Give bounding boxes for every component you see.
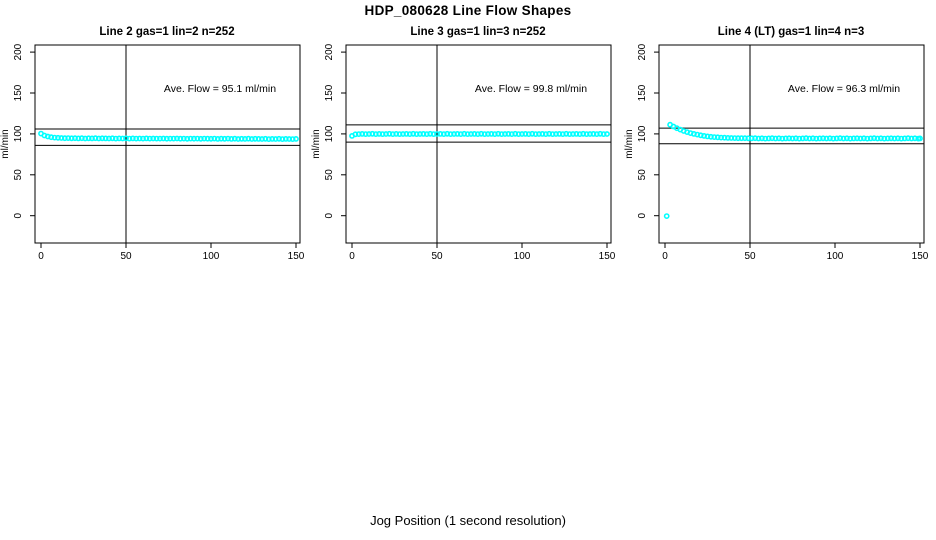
y-tick-label: 100 [13, 125, 24, 142]
flow-data-series [349, 130, 610, 139]
data-point [663, 213, 670, 219]
x-tick-label: 50 [120, 251, 132, 262]
y-tick-label: 200 [13, 43, 24, 60]
flow-data-series [663, 121, 923, 219]
ave-flow-annotation: Ave. Flow = 95.1 ml/min [164, 83, 276, 95]
y-tick-label: 100 [324, 125, 335, 142]
x-tick-label: 100 [827, 251, 844, 262]
data-point [735, 135, 741, 142]
y-tick-label: 0 [324, 212, 335, 218]
x-tick-label: 0 [662, 251, 668, 262]
y-tick-label: 200 [637, 43, 648, 60]
data-point [917, 135, 923, 142]
data-point [293, 136, 299, 142]
x-axis-label: Jog Position (1 second resolution) [370, 513, 566, 528]
y-tick-label: 100 [637, 125, 648, 142]
ave-flow-annotation: Ave. Flow = 99.8 ml/min [475, 83, 587, 95]
x-tick-label: 50 [431, 251, 443, 262]
y-tick-label: 150 [324, 84, 335, 101]
x-tick-label: 0 [38, 251, 44, 262]
panels-row: Line 2 gas=1 lin=2 n=252 0 50 100 150 0 50 100 1… [0, 20, 936, 272]
y-tick-label: 50 [13, 169, 24, 181]
y-axis-label: ml/min [624, 129, 635, 158]
data-point [745, 135, 752, 142]
y-axis-label: ml/min [311, 129, 322, 158]
ave-flow-annotation: Ave. Flow = 96.3 ml/min [788, 83, 900, 95]
x-tick-label: 150 [599, 251, 616, 262]
panel-line4-chart: Line 4 (LT) gas=1 lin=4 n=3 0 50 100 150 0 50 1… [624, 26, 929, 262]
y-tick-label: 50 [637, 169, 648, 181]
panel-title: Line 4 (LT) gas=1 lin=4 n=3 [718, 26, 864, 38]
y-tick-label: 0 [637, 212, 648, 218]
y-tick-label: 50 [324, 169, 335, 181]
plot-box [34, 44, 301, 244]
x-tick-label: 100 [203, 251, 220, 262]
y-tick-label: 150 [637, 84, 648, 101]
plot-box [345, 44, 612, 244]
x-tick-label: 150 [288, 251, 305, 262]
y-tick-label: 200 [324, 43, 335, 60]
flow-data-series [38, 130, 299, 142]
panel-title: Line 3 gas=1 lin=3 n=252 [410, 26, 545, 38]
data-point [604, 131, 610, 137]
figure-title: HDP_080628 Line Flow Shapes [364, 3, 572, 18]
y-tick-label: 0 [13, 212, 24, 218]
panel-title: Line 2 gas=1 lin=2 n=252 [99, 26, 234, 38]
y-axis-label: ml/min [0, 129, 11, 158]
x-tick-label: 0 [349, 251, 355, 262]
panel-line3-chart: Line 3 gas=1 lin=3 n=252 0 50 100 150 0 50 100 1… [311, 26, 616, 262]
x-tick-label: 150 [912, 251, 929, 262]
x-tick-label: 100 [514, 251, 531, 262]
panel-line2-chart: Line 2 gas=1 lin=2 n=252 0 50 100 150 0 50 100 1… [0, 26, 305, 262]
x-tick-label: 50 [744, 251, 756, 262]
y-tick-label: 150 [13, 84, 24, 101]
